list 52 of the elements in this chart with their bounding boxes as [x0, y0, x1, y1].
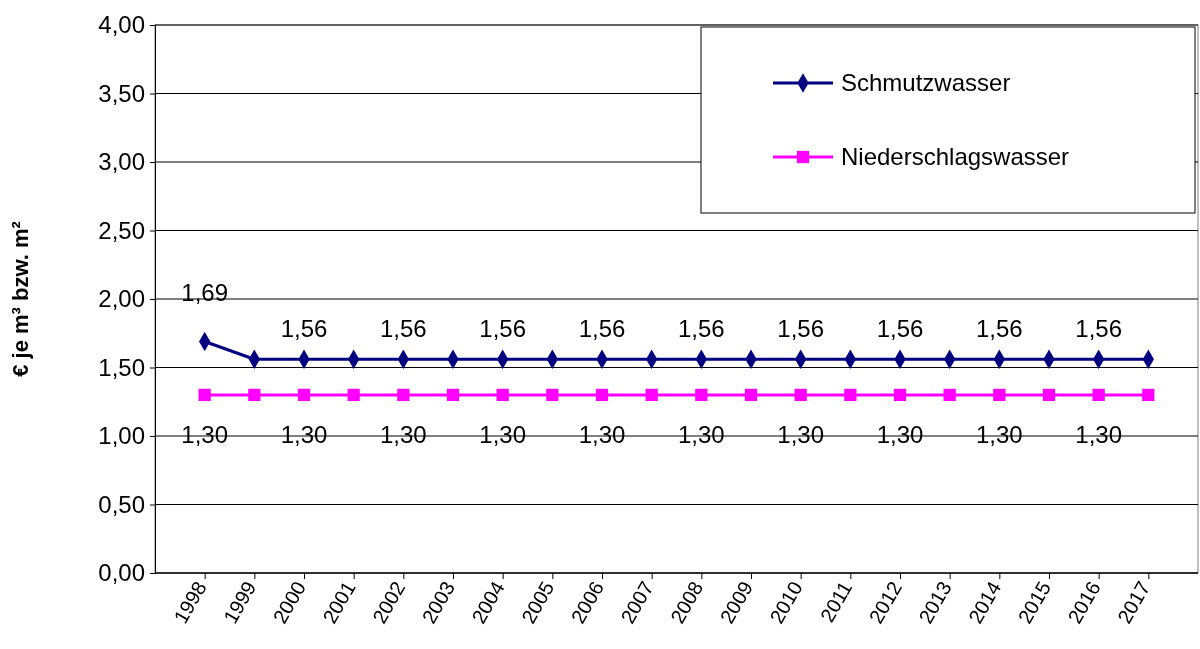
y-tick-label: 4,00 [98, 11, 145, 39]
data-label: 1,56 [280, 315, 328, 343]
data-label: 1,56 [479, 315, 527, 343]
data-label: 1,30 [876, 420, 924, 448]
data-label: 1,56 [677, 315, 725, 343]
point [1142, 388, 1155, 402]
point [297, 388, 311, 402]
data-label: 1,69 [181, 279, 229, 307]
y-tick-label: 3,00 [98, 148, 145, 176]
point [595, 388, 609, 402]
data-label: 1,56 [975, 315, 1023, 343]
data-label: 1,30 [181, 420, 229, 448]
data-label: 1,56 [379, 315, 427, 343]
point [347, 388, 360, 402]
point [248, 388, 261, 402]
y-tick-label: 0,00 [98, 559, 145, 587]
point [496, 388, 509, 402]
data-label: 1,30 [578, 420, 626, 448]
point [695, 388, 708, 402]
y-tick-label: 1,00 [98, 422, 145, 450]
y-tick-label: 2,50 [98, 216, 145, 244]
point [1092, 388, 1105, 402]
point [546, 388, 559, 402]
point [397, 388, 410, 402]
point [943, 388, 956, 402]
y-tick-label: 0,50 [98, 490, 145, 518]
point [893, 388, 907, 402]
y-tick-label: 1,50 [98, 353, 145, 381]
point [794, 388, 807, 402]
data-label: 1,30 [677, 420, 725, 448]
point [744, 388, 758, 402]
point [645, 388, 658, 402]
data-label: 1,30 [379, 420, 427, 448]
data-label: 1,30 [479, 420, 527, 448]
data-label: 1,30 [777, 420, 825, 448]
data-label: 1,56 [876, 315, 924, 343]
point [844, 388, 857, 402]
y-axis-title: € je m³ bzw. m² [8, 221, 33, 377]
data-label: 1,56 [777, 315, 825, 343]
legend-label: Niederschlagswasser [841, 143, 1070, 170]
data-label: 1,30 [280, 420, 328, 448]
data-label: 1,30 [1075, 420, 1123, 448]
point [1042, 388, 1056, 402]
data-label: 1,30 [975, 420, 1023, 448]
point [993, 388, 1006, 402]
y-tick-label: 2,00 [98, 285, 145, 313]
data-label: 1,56 [578, 315, 626, 343]
y-tick-label: 3,50 [98, 79, 145, 107]
point [198, 388, 211, 402]
legend-label: Schmutzwasser [841, 69, 1011, 96]
point [446, 388, 460, 402]
data-label: 1,56 [1075, 315, 1123, 343]
